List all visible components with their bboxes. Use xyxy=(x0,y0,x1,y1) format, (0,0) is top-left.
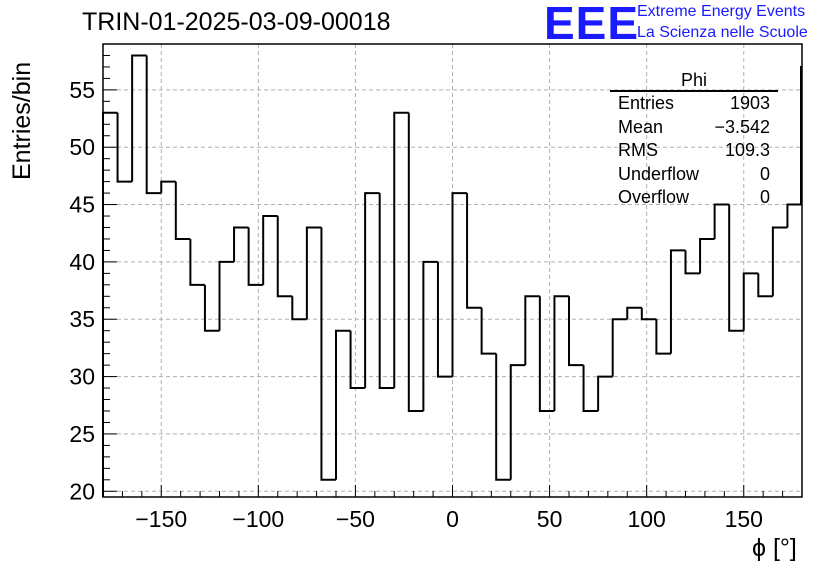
x-tick-label: −100 xyxy=(232,506,284,532)
stats-row-underflow: Underflow 0 xyxy=(610,163,778,187)
chart-title: TRIN-01-2025-03-09-00018 xyxy=(82,8,391,36)
histogram-bin xyxy=(466,193,482,309)
histogram-bin xyxy=(364,192,380,389)
histogram-bin xyxy=(728,204,744,332)
x-tick-label: −150 xyxy=(135,506,187,532)
histogram-bin xyxy=(699,237,715,274)
histogram-bin xyxy=(276,216,293,298)
histogram-bin xyxy=(626,306,642,320)
y-tick-label: 50 xyxy=(69,134,95,160)
histogram-bin xyxy=(786,203,802,228)
histogram-bin xyxy=(349,330,366,390)
y-tick-label: 35 xyxy=(69,306,95,332)
histogram-bin xyxy=(480,307,497,355)
y-tick-label: 45 xyxy=(69,192,95,218)
histogram-bin xyxy=(524,295,540,366)
histogram-bin xyxy=(335,329,351,480)
histogram-bin xyxy=(189,238,205,286)
y-tick-label: 40 xyxy=(69,249,95,275)
y-tick-label: 55 xyxy=(69,77,95,103)
histogram-bin xyxy=(422,260,438,411)
histogram-bin xyxy=(131,54,147,182)
histogram-bin xyxy=(771,226,788,297)
stats-value: −3.542 xyxy=(714,116,770,137)
y-axis-label: Entries/bin xyxy=(8,61,36,180)
y-tick-label: 30 xyxy=(69,364,95,390)
x-tick-label: 50 xyxy=(537,506,563,532)
histogram-bin xyxy=(568,296,584,367)
histogram-bin xyxy=(684,250,701,275)
stats-label: Entries xyxy=(618,93,675,113)
histogram-bin xyxy=(218,260,235,331)
histogram-bin xyxy=(233,226,249,262)
stats-label: Overflow xyxy=(618,187,690,208)
eee-logo: EEE xyxy=(544,0,640,49)
histogram-bin xyxy=(509,364,526,480)
histogram-bin xyxy=(582,365,599,412)
histogram-bin xyxy=(393,111,409,389)
stats-value: 109.3 xyxy=(724,140,770,161)
y-tick-label: 20 xyxy=(69,478,95,504)
x-tick-label: 100 xyxy=(627,506,665,532)
histogram-bin xyxy=(553,295,569,411)
histogram-bin xyxy=(291,296,307,321)
x-axis-label: ϕ [°] xyxy=(752,534,797,562)
plot-frame xyxy=(102,43,803,498)
histogram-bin xyxy=(378,193,395,390)
histogram-bin xyxy=(174,181,191,240)
histogram-bin xyxy=(757,273,773,298)
y-tick-label: 25 xyxy=(69,421,95,447)
histogram-bin xyxy=(262,215,278,285)
stats-row-rms: RMS 109.3 xyxy=(610,139,778,163)
stats-label: RMS xyxy=(618,140,658,161)
histogram-bin xyxy=(742,272,759,331)
histogram-bin xyxy=(203,284,220,332)
stats-label: Mean xyxy=(618,116,664,137)
stats-row-mean: Mean −3.542 xyxy=(610,116,778,140)
stats-row-overflow: Overflow 0 xyxy=(610,186,778,210)
histogram-bin xyxy=(640,307,657,321)
stats-row-entries: Entries 1903 xyxy=(610,92,778,116)
logo-line-2: La Scienza nelle Scuole xyxy=(637,24,808,41)
histogram-bin xyxy=(116,112,133,183)
stats-box: Phi Entries 1903 Mean −3.542 RMS 109.3 U… xyxy=(610,70,778,210)
stats-label: Underflow xyxy=(618,163,700,184)
histogram-bin xyxy=(495,353,511,481)
histogram-bin xyxy=(436,261,453,378)
histogram-bin xyxy=(713,203,730,239)
stats-value: 0 xyxy=(759,163,770,184)
stats-value: 0 xyxy=(759,187,770,208)
histogram-bin xyxy=(320,227,336,481)
x-tick-label: 150 xyxy=(725,506,763,532)
histogram-bin xyxy=(655,319,671,355)
histogram-bin xyxy=(160,180,176,194)
x-tick-label: −50 xyxy=(336,506,375,532)
histogram-bin xyxy=(597,375,613,411)
stats-value: 1903 xyxy=(729,93,770,113)
x-tick-label: 0 xyxy=(446,506,459,532)
histogram-bin xyxy=(247,227,264,286)
histogram-bin xyxy=(669,249,686,354)
histogram-bin xyxy=(305,226,322,320)
logo-line-1: Extreme Energy Events xyxy=(637,3,806,20)
histogram-bin xyxy=(407,112,424,412)
histogram-bin xyxy=(451,192,468,377)
histogram-bin xyxy=(611,318,628,377)
histogram-bin xyxy=(538,296,555,412)
stats-title: Phi xyxy=(610,70,778,92)
histogram-bin xyxy=(145,55,162,195)
